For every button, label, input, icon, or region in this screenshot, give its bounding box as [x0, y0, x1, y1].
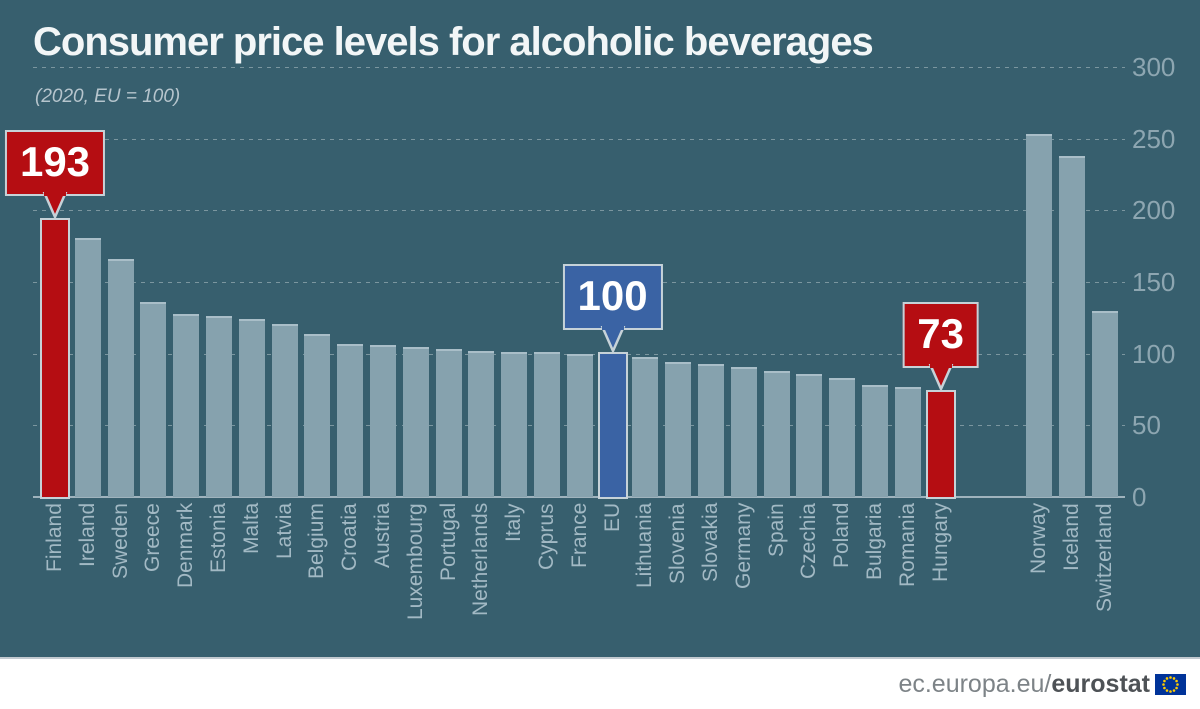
bar-germany — [730, 366, 757, 497]
bar-france — [566, 353, 593, 497]
footer-link[interactable]: ec.europa.eu/eurostat — [898, 670, 1150, 699]
y-tick-label: 50 — [1132, 410, 1161, 441]
bar-greece — [140, 302, 167, 497]
bar-lithuania — [632, 356, 659, 497]
bar-italy — [501, 352, 528, 497]
y-tick-label: 100 — [1132, 338, 1176, 369]
x-label-croatia: Croatia — [338, 503, 362, 571]
bar-belgium — [304, 333, 331, 497]
x-label-switzerland: Switzerland — [1092, 503, 1116, 612]
x-label-malta: Malta — [239, 503, 263, 555]
footer-bar: ec.europa.eu/eurostat — [0, 657, 1200, 709]
callout-tail-finland — [41, 191, 69, 224]
x-label-czechia: Czechia — [797, 503, 821, 579]
eu-flag-icon — [1155, 673, 1186, 695]
x-label-romania: Romania — [895, 503, 919, 588]
x-label-norway: Norway — [1027, 503, 1050, 575]
x-label-germany: Germany — [731, 503, 755, 590]
bar-spain — [763, 370, 790, 497]
x-label-portugal: Portugal — [436, 503, 460, 582]
bar-czechia — [796, 373, 823, 497]
x-axis-line — [33, 496, 1125, 498]
x-label-sweden: Sweden — [108, 503, 132, 579]
bar-finland — [40, 218, 70, 499]
bar-estonia — [206, 316, 232, 497]
x-label-slovakia: Slovakia — [699, 503, 722, 583]
bar-hungary — [925, 390, 956, 499]
bar-malta — [238, 319, 265, 497]
footer-url-bold: eurostat — [1051, 669, 1150, 698]
x-label-luxembourg: Luxembourg — [403, 503, 427, 620]
gridline-250 — [33, 138, 1125, 140]
x-label-spain: Spain — [764, 503, 788, 557]
x-label-bulgaria: Bulgaria — [863, 503, 886, 581]
bar-austria — [370, 345, 396, 497]
x-label-iceland: Iceland — [1059, 503, 1083, 571]
callout-tail-hungary — [927, 363, 955, 396]
y-tick-label: 300 — [1132, 52, 1176, 82]
bar-romania — [894, 386, 921, 497]
bar-latvia — [271, 323, 298, 497]
bar-eu — [597, 351, 628, 499]
bar-ireland — [74, 237, 101, 497]
y-tick-label: 0 — [1132, 482, 1147, 512]
x-label-belgium: Belgium — [305, 503, 329, 579]
y-tick-label: 250 — [1132, 123, 1176, 154]
x-label-estonia: Estonia — [207, 503, 230, 574]
footer-url-regular: ec.europa.eu/ — [898, 669, 1052, 698]
bar-sweden — [107, 259, 134, 497]
gridline-200 — [33, 210, 1125, 212]
bar-luxembourg — [402, 346, 429, 497]
x-label-lithuania: Lithuania — [633, 503, 657, 589]
x-label-netherlands: Netherlands — [469, 503, 493, 617]
x-label-latvia: Latvia — [272, 503, 296, 560]
bar-netherlands — [468, 350, 495, 497]
page-title: Consumer price levels for alcoholic beve… — [33, 20, 874, 64]
page-subtitle: (2020, EU = 100) — [35, 86, 181, 107]
x-label-france: France — [567, 503, 591, 569]
bar-iceland — [1058, 155, 1085, 497]
bar-croatia — [337, 343, 364, 497]
x-label-austria: Austria — [371, 503, 394, 569]
x-label-slovenia: Slovenia — [666, 503, 690, 584]
x-label-ireland: Ireland — [75, 503, 99, 568]
x-label-finland: Finland — [43, 503, 66, 572]
bar-poland — [829, 378, 856, 497]
x-label-eu: EU — [600, 503, 624, 533]
x-label-hungary: Hungary — [928, 503, 952, 583]
x-label-greece: Greece — [141, 503, 165, 572]
callout-hungary: 73 — [902, 302, 979, 369]
x-label-cyprus: Cyprus — [535, 503, 558, 570]
x-label-poland: Poland — [830, 503, 854, 569]
gridline-300 — [33, 67, 1125, 68]
x-label-denmark: Denmark — [174, 503, 198, 589]
x-label-italy: Italy — [502, 503, 526, 542]
callout-finland: 193 — [4, 130, 106, 197]
y-tick-label: 150 — [1132, 267, 1176, 297]
bar-slovakia — [698, 363, 724, 497]
bar-slovenia — [665, 362, 692, 497]
bar-portugal — [435, 349, 462, 497]
bar-switzerland — [1091, 310, 1118, 497]
chart-area: Consumer price levels for alcoholic beve… — [0, 0, 1200, 657]
callout-tail-eu — [599, 324, 627, 358]
bar-cyprus — [534, 352, 560, 497]
y-tick-label: 200 — [1132, 195, 1176, 226]
bar-denmark — [173, 313, 200, 497]
callout-eu: 100 — [562, 263, 663, 330]
bar-bulgaria — [862, 385, 888, 497]
bar-norway — [1026, 134, 1052, 497]
